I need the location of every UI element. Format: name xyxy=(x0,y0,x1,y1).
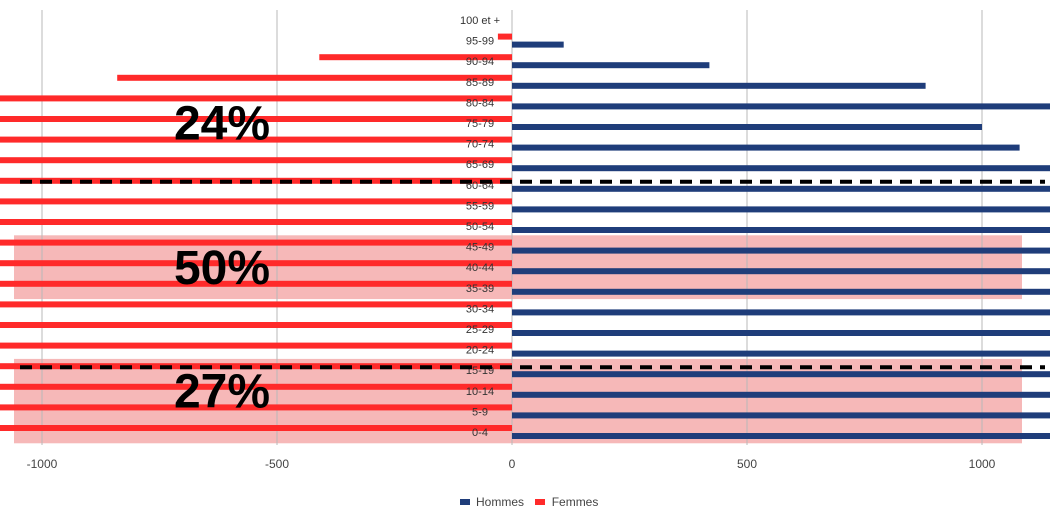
bar-hommes xyxy=(512,330,1050,336)
bar-hommes xyxy=(512,41,564,48)
age-group-label: 75-79 xyxy=(466,118,494,130)
x-tick-label: 500 xyxy=(737,457,757,471)
x-tick-label: -500 xyxy=(265,457,289,471)
bar-hommes xyxy=(512,62,710,69)
bar-femmes xyxy=(0,157,513,164)
age-group-label: 95-99 xyxy=(466,36,494,48)
annotation-27pct: 27% xyxy=(174,365,270,418)
bar-hommes xyxy=(512,309,1050,316)
age-group-label: 5-9 xyxy=(472,406,488,418)
bar-femmes xyxy=(0,425,512,431)
age-group-label: 65-69 xyxy=(466,159,494,171)
x-tick-label: 0 xyxy=(509,457,516,471)
bar-femmes xyxy=(319,54,512,61)
legend-swatch-hommes xyxy=(459,498,470,505)
age-group-label: 100 et + xyxy=(460,15,500,27)
bar-femmes xyxy=(0,322,513,328)
bar-hommes xyxy=(512,185,1050,192)
age-group-label: 25-29 xyxy=(466,324,494,336)
bar-hommes xyxy=(512,124,982,130)
bar-femmes xyxy=(0,260,512,267)
legend-label-hommes: Hommes xyxy=(475,494,524,509)
population-pyramid-chart: 100 et + 95-99 90-94 85-89 80-84 75-79 70-74 65… xyxy=(0,10,1050,471)
age-group-label: 30-34 xyxy=(466,303,494,315)
bar-femmes xyxy=(0,116,513,122)
age-group-label: 0-4 xyxy=(472,427,488,439)
bar-femmes xyxy=(497,33,512,40)
age-group-label: 45-49 xyxy=(466,242,494,254)
bar-hommes xyxy=(512,206,1050,213)
age-group-label: 80-84 xyxy=(466,97,494,109)
age-group-label: 85-89 xyxy=(466,77,494,89)
bar-femmes xyxy=(0,342,513,349)
bar-femmes xyxy=(0,301,512,308)
bar-hommes xyxy=(512,144,1020,151)
bar-hommes xyxy=(512,288,1050,295)
bar-femmes xyxy=(0,404,512,411)
bar-femmes xyxy=(0,136,513,143)
bar-hommes xyxy=(512,412,1050,419)
legend-swatch-femmes xyxy=(535,498,546,505)
age-group-label: 70-74 xyxy=(466,139,494,151)
bar-femmes xyxy=(0,363,512,370)
age-group-label: 35-39 xyxy=(466,283,494,295)
bar-femmes xyxy=(0,383,512,390)
age-group-label: 40-44 xyxy=(466,262,494,274)
annotation-24pct: 24% xyxy=(174,98,270,151)
age-group-label: 55-59 xyxy=(466,200,494,212)
bar-femmes xyxy=(117,74,512,81)
bar-femmes xyxy=(0,219,512,225)
age-group-label: 20-24 xyxy=(466,345,494,357)
bar-hommes xyxy=(512,247,1050,254)
bar-hommes xyxy=(512,227,1050,233)
bar-hommes xyxy=(512,103,1050,110)
bar-femmes xyxy=(0,198,512,205)
x-tick-label: -1000 xyxy=(27,457,58,471)
annotation-50pct: 50% xyxy=(174,242,270,295)
x-tick-label: 1000 xyxy=(969,457,996,471)
age-group-label: 10-14 xyxy=(466,386,494,398)
age-group-label: 50-54 xyxy=(466,221,494,233)
bar-femmes xyxy=(0,177,512,184)
bar-femmes xyxy=(0,239,512,246)
bar-hommes xyxy=(512,391,1050,398)
bar-hommes xyxy=(512,433,1050,439)
bar-hommes xyxy=(512,371,1050,378)
bar-hommes xyxy=(512,165,1050,172)
bar-femmes xyxy=(0,95,512,102)
bar-hommes xyxy=(512,350,1050,357)
chart-legend: Hommes Femmes xyxy=(0,494,1050,509)
age-group-label: 90-94 xyxy=(466,56,494,68)
bar-hommes xyxy=(512,82,926,89)
legend-label-femmes: Femmes xyxy=(551,494,599,509)
bar-hommes xyxy=(512,268,1050,275)
highlight-band-50pct xyxy=(14,235,1022,300)
bar-femmes xyxy=(0,280,513,287)
